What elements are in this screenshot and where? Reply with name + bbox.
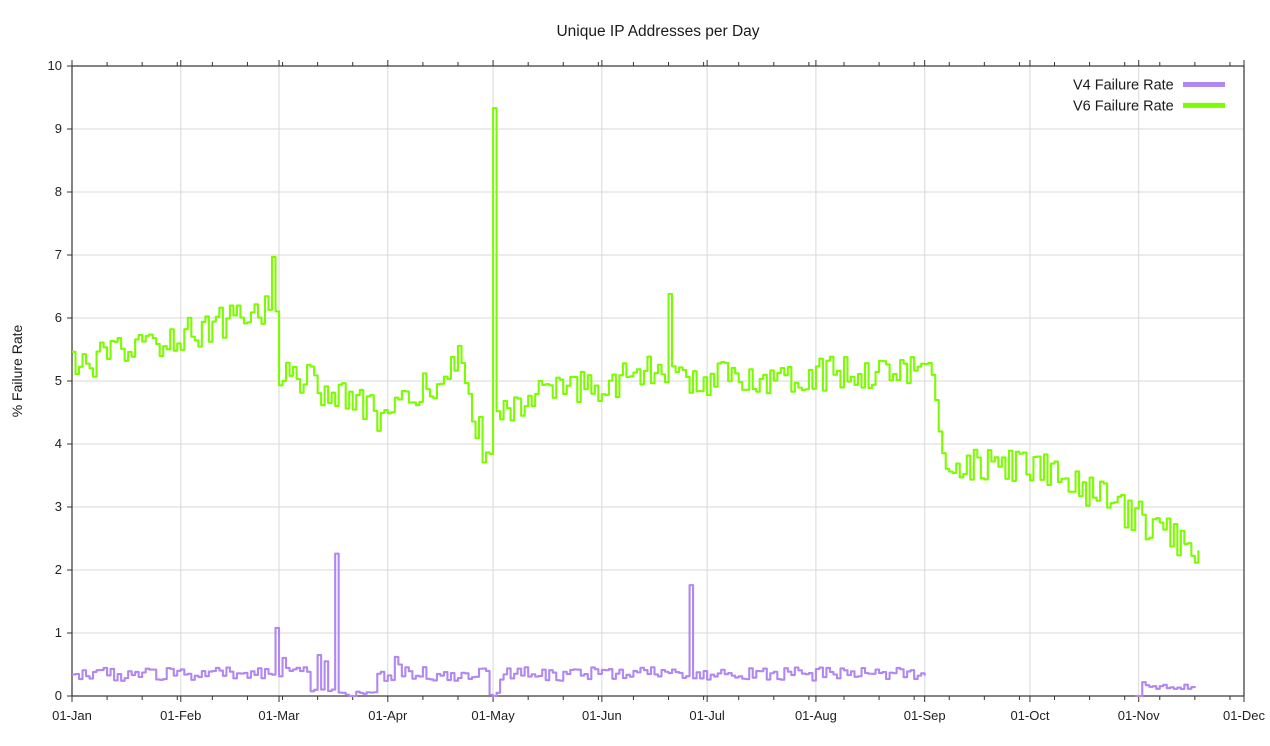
svg-text:3: 3 [55, 499, 62, 514]
svg-text:V6 Failure Rate: V6 Failure Rate [1073, 98, 1174, 114]
svg-text:01-Jan: 01-Jan [52, 708, 92, 723]
svg-text:01-Jul: 01-Jul [689, 708, 725, 723]
svg-text:01-Feb: 01-Feb [160, 708, 201, 723]
svg-text:01-Sep: 01-Sep [904, 708, 946, 723]
svg-text:01-Jun: 01-Jun [582, 708, 622, 723]
svg-text:01-Oct: 01-Oct [1010, 708, 1049, 723]
svg-text:2: 2 [55, 562, 62, 577]
svg-text:01-Nov: 01-Nov [1118, 708, 1160, 723]
svg-text:01-Dec: 01-Dec [1223, 708, 1265, 723]
svg-text:5: 5 [55, 373, 62, 388]
svg-text:8: 8 [55, 184, 62, 199]
svg-text:1: 1 [55, 625, 62, 640]
svg-text:01-Mar: 01-Mar [258, 708, 300, 723]
svg-text:6: 6 [55, 310, 62, 325]
svg-text:9: 9 [55, 121, 62, 136]
svg-text:V4 Failure Rate: V4 Failure Rate [1073, 78, 1174, 94]
svg-text:01-Apr: 01-Apr [368, 708, 408, 723]
svg-text:01-May: 01-May [471, 708, 515, 723]
svg-text:10: 10 [48, 58, 62, 73]
svg-text:01-Aug: 01-Aug [795, 708, 837, 723]
svg-text:0: 0 [55, 688, 62, 703]
svg-text:4: 4 [55, 436, 62, 451]
svg-text:7: 7 [55, 247, 62, 262]
